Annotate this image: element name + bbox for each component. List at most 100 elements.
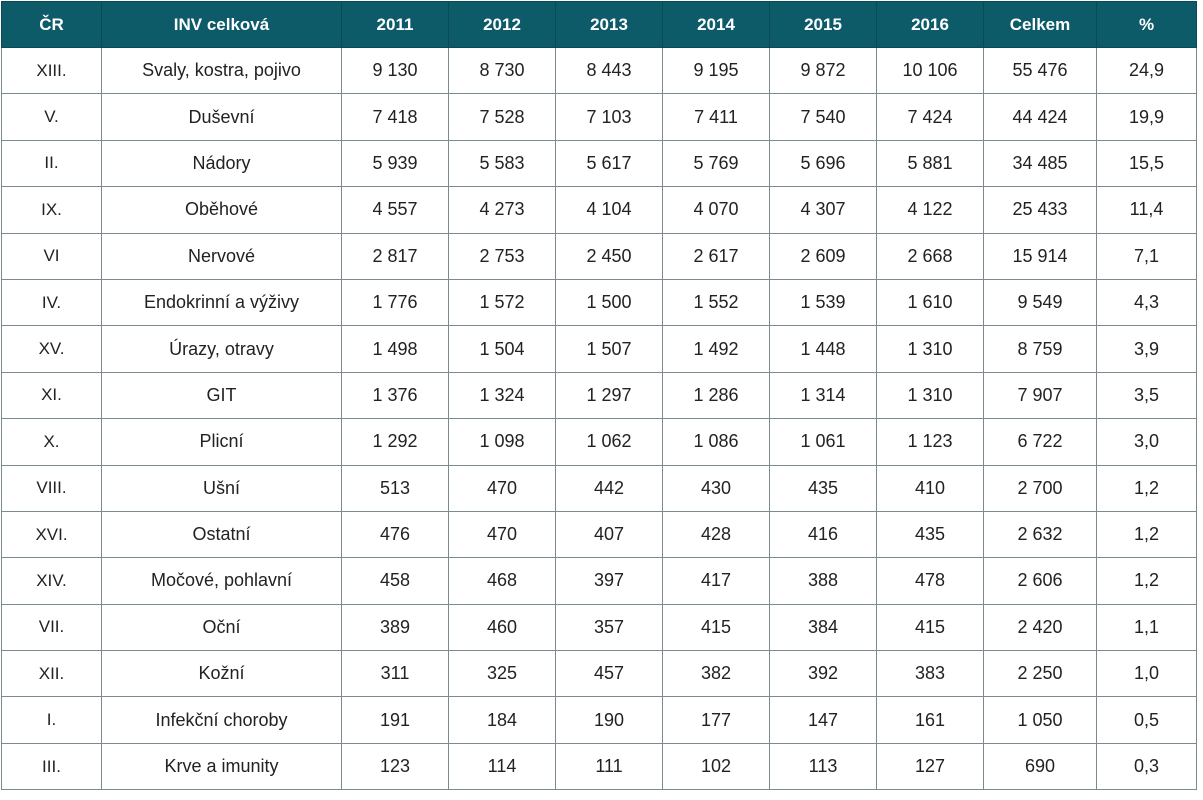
value-cell: 460 — [448, 603, 556, 652]
value-cell: 19,9 — [1096, 93, 1197, 141]
value-cell: 1 123 — [876, 418, 984, 466]
value-cell: 7 103 — [555, 93, 663, 141]
value-cell: 2 450 — [555, 232, 663, 280]
table-row: IX. Oběhové 4 557 4 273 4 104 4 070 4 307 4 122… — [1, 186, 1197, 234]
column-header: 2013 — [555, 1, 663, 48]
value-cell: 2 817 — [341, 232, 449, 280]
value-cell: 1 286 — [662, 371, 770, 420]
column-header: 2012 — [448, 1, 556, 48]
value-cell: 1 776 — [341, 278, 449, 327]
value-cell: 9 872 — [769, 46, 877, 95]
table-row: III. Krve a imunity 123 114 111 102 113 127 690 0… — [1, 742, 1197, 791]
table-row: X. Plicní 1 292 1 098 1 062 1 086 1 061 1 123 6 … — [1, 418, 1197, 466]
value-cell: 127 — [876, 742, 984, 791]
value-cell: 2 700 — [983, 464, 1097, 512]
value-cell: 2 606 — [983, 557, 1097, 605]
group-code-cell: I. — [1, 696, 102, 744]
value-cell: 428 — [662, 510, 770, 559]
value-cell: 311 — [341, 650, 449, 698]
value-cell: 8 759 — [983, 325, 1097, 373]
value-cell: 7 418 — [341, 93, 449, 141]
table-row: XIV. Močové, pohlavní 458 468 397 417 388 478 2 … — [1, 557, 1197, 605]
group-code-cell: XI. — [1, 371, 102, 420]
value-cell: 435 — [769, 464, 877, 512]
group-code-cell: VIII. — [1, 464, 102, 512]
table-row: II. Nádory 5 939 5 583 5 617 5 769 5 696 5 881 3… — [1, 139, 1197, 188]
group-code-cell: II. — [1, 139, 102, 188]
value-cell: 1 610 — [876, 278, 984, 327]
category-name-cell: Oběhové — [101, 186, 342, 234]
value-cell: 1 310 — [876, 371, 984, 420]
value-cell: 1,2 — [1096, 510, 1197, 559]
table-row: XI. GIT 1 376 1 324 1 297 1 286 1 314 1 310 7 90… — [1, 371, 1197, 420]
value-cell: 123 — [341, 742, 449, 791]
value-cell: 325 — [448, 650, 556, 698]
column-header: ČR — [1, 1, 102, 48]
table-row: V. Duševní 7 418 7 528 7 103 7 411 7 540 7 424 4… — [1, 93, 1197, 141]
value-cell: 1 539 — [769, 278, 877, 327]
value-cell: 1 500 — [555, 278, 663, 327]
value-cell: 55 476 — [983, 46, 1097, 95]
value-cell: 457 — [555, 650, 663, 698]
value-cell: 1,0 — [1096, 650, 1197, 698]
category-name-cell: Svaly, kostra, pojivo — [101, 46, 342, 95]
value-cell: 8 730 — [448, 46, 556, 95]
column-header: 2011 — [341, 1, 449, 48]
table-body: XIII. Svaly, kostra, pojivo 9 130 8 730 8 44… — [1, 46, 1197, 791]
value-cell: 415 — [662, 603, 770, 652]
column-header: 2014 — [662, 1, 770, 48]
table-row: VII. Oční 389 460 357 415 384 415 2 420 1,1 — [1, 603, 1197, 652]
value-cell: 5 939 — [341, 139, 449, 188]
value-cell: 15 914 — [983, 232, 1097, 280]
value-cell: 9 130 — [341, 46, 449, 95]
value-cell: 5 617 — [555, 139, 663, 188]
column-header: % — [1096, 1, 1197, 48]
table-row: XIII. Svaly, kostra, pojivo 9 130 8 730 8 44… — [1, 46, 1197, 95]
category-name-cell: Plicní — [101, 418, 342, 466]
value-cell: 0,5 — [1096, 696, 1197, 744]
value-cell: 1 492 — [662, 325, 770, 373]
category-name-cell: Nádory — [101, 139, 342, 188]
category-name-cell: Infekční choroby — [101, 696, 342, 744]
value-cell: 7 411 — [662, 93, 770, 141]
category-name-cell: Oční — [101, 603, 342, 652]
value-cell: 161 — [876, 696, 984, 744]
value-cell: 2 250 — [983, 650, 1097, 698]
column-header: 2015 — [769, 1, 877, 48]
value-cell: 4 307 — [769, 186, 877, 234]
category-name-cell: Krve a imunity — [101, 742, 342, 791]
group-code-cell: XII. — [1, 650, 102, 698]
category-name-cell: Močové, pohlavní — [101, 557, 342, 605]
header-row: ČR INV celková 2011 2012 2013 2014 2015 2016 Cel… — [1, 1, 1197, 48]
value-cell: 8 443 — [555, 46, 663, 95]
group-code-cell: XIII. — [1, 46, 102, 95]
value-cell: 7 540 — [769, 93, 877, 141]
value-cell: 4 104 — [555, 186, 663, 234]
value-cell: 2 632 — [983, 510, 1097, 559]
value-cell: 114 — [448, 742, 556, 791]
value-cell: 1,1 — [1096, 603, 1197, 652]
value-cell: 442 — [555, 464, 663, 512]
value-cell: 190 — [555, 696, 663, 744]
value-cell: 1 376 — [341, 371, 449, 420]
group-code-cell: X. — [1, 418, 102, 466]
category-name-cell: Úrazy, otravy — [101, 325, 342, 373]
value-cell: 1 572 — [448, 278, 556, 327]
group-code-cell: XV. — [1, 325, 102, 373]
value-cell: 476 — [341, 510, 449, 559]
value-cell: 4 557 — [341, 186, 449, 234]
value-cell: 1 310 — [876, 325, 984, 373]
table-row: XII. Kožní 311 325 457 382 392 383 2 250 1,0 — [1, 650, 1197, 698]
value-cell: 478 — [876, 557, 984, 605]
group-code-cell: V. — [1, 93, 102, 141]
value-cell: 10 106 — [876, 46, 984, 95]
value-cell: 177 — [662, 696, 770, 744]
value-cell: 15,5 — [1096, 139, 1197, 188]
value-cell: 1 504 — [448, 325, 556, 373]
value-cell: 1 050 — [983, 696, 1097, 744]
group-code-cell: IV. — [1, 278, 102, 327]
value-cell: 44 424 — [983, 93, 1097, 141]
value-cell: 1,2 — [1096, 464, 1197, 512]
value-cell: 184 — [448, 696, 556, 744]
value-cell: 34 485 — [983, 139, 1097, 188]
